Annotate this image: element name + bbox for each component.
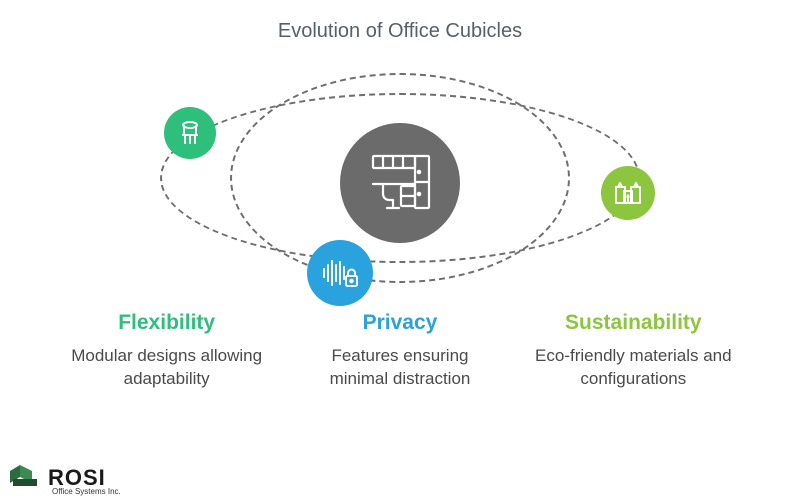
col-title-flexibility: Flexibility [67,311,267,335]
chair-icon [176,119,204,147]
node-flexibility [164,107,216,159]
cubicle-icon [365,148,435,218]
node-sustainability [601,166,655,220]
col-title-privacy: Privacy [300,311,500,335]
col-sustainability: Sustainability Eco-friendly materials an… [533,311,733,391]
col-title-sustainability: Sustainability [533,311,733,335]
eco-building-icon [612,177,644,209]
logo-subtext: Office Systems Inc. [52,487,121,496]
col-body-sustainability: Eco-friendly materials and configuration… [533,345,733,391]
col-privacy: Privacy Features ensuring minimal distra… [300,311,500,391]
page-title: Evolution of Office Cubicles [0,0,800,43]
soundlock-icon [319,252,361,294]
orbit-diagram [0,63,800,293]
node-privacy [307,240,373,306]
logo: ROSI Office Systems Inc. [8,461,106,494]
col-body-privacy: Features ensuring minimal distraction [300,345,500,391]
logo-mark-icon [8,461,44,494]
center-node [340,123,460,243]
col-body-flexibility: Modular designs allowing adaptability [67,345,267,391]
columns: Flexibility Modular designs allowing ada… [0,311,800,391]
col-flexibility: Flexibility Modular designs allowing ada… [67,311,267,391]
